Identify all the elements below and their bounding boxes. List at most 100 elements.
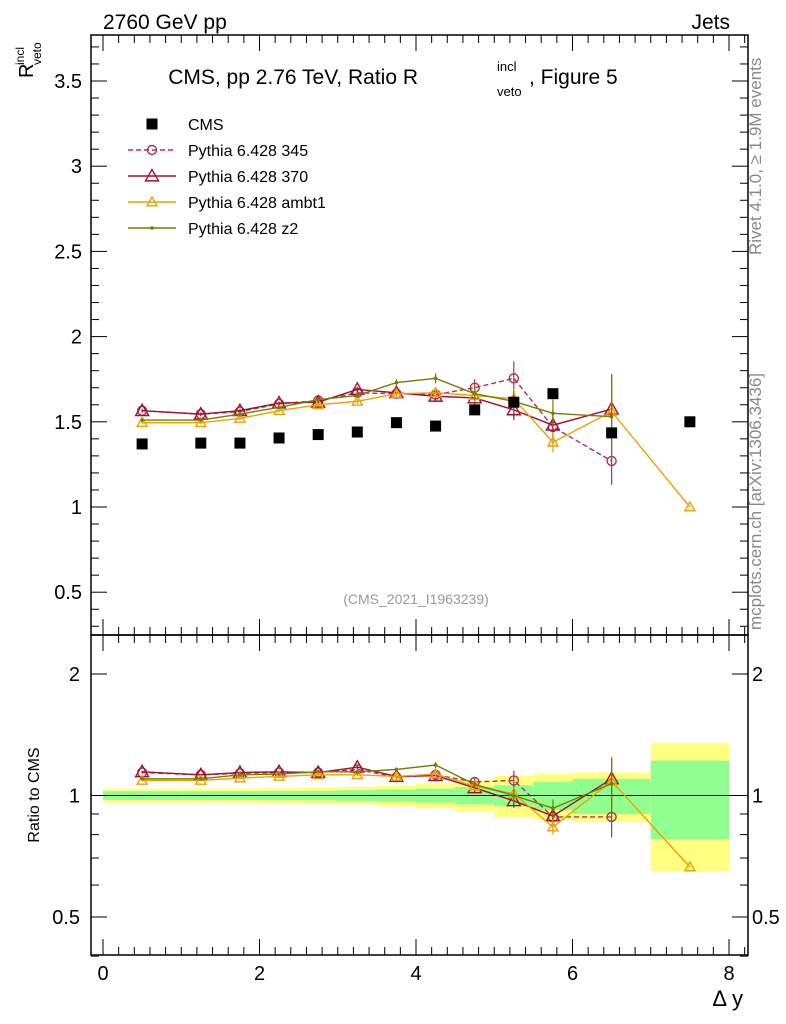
ratio-point-z2	[199, 776, 203, 781]
series-cms	[136, 388, 696, 450]
ratio-y-tick-label: 0.5	[52, 907, 80, 929]
ratio-point-ambt1	[233, 771, 247, 783]
y-axis-label-main: R incl veto	[13, 42, 44, 78]
data-point-p370	[427, 388, 444, 402]
legend-label: Pythia 6.428 ambt1	[188, 195, 326, 212]
data-point-p370	[545, 417, 561, 431]
ratio-point-ambt1	[683, 860, 697, 872]
legend-label: Pythia 6.428 z2	[188, 221, 298, 238]
mcplots-label: mcplots.cern.ch [arXiv:1306.3436]	[746, 373, 765, 630]
ratio-line-p370	[142, 766, 612, 817]
ratio-point-ambt1	[135, 773, 149, 785]
header-left: 2760 GeV pp	[103, 11, 227, 34]
data-point-ambt1	[135, 416, 149, 428]
ratio-y-tick-label: 2	[69, 664, 80, 686]
data-point-cms	[547, 388, 559, 400]
legend-label: Pythia 6.428 370	[188, 169, 308, 186]
title-main: CMS, pp 2.76 TeV, Ratio R	[168, 66, 418, 89]
ratio-point-ambt1	[351, 768, 364, 780]
data-point-ambt1	[272, 404, 286, 416]
ratio-point-z2	[609, 781, 614, 786]
data-point-ambt1	[683, 500, 697, 512]
title-sub: veto	[497, 84, 522, 99]
data-point-cms	[273, 432, 285, 444]
title-sup: incl	[497, 59, 517, 74]
data-point-p370	[134, 402, 150, 417]
data-point-p345	[508, 373, 520, 384]
ratio-point-z2	[238, 773, 242, 777]
legend: CMS Pythia 6.428 345 Pythia 6.428 370 Pythi…	[128, 117, 326, 238]
series-line-p370	[142, 388, 612, 426]
ylabel-sub: veto	[30, 42, 44, 65]
x-tick-label: 6	[567, 963, 578, 985]
rivet-label: Rivet 4.1.0, ≥ 1.9M events	[746, 58, 765, 255]
ratio-point-ambt1	[194, 773, 208, 785]
ratio-point-z2	[355, 769, 360, 774]
watermark: (CMS_2021_I1963239)	[343, 591, 489, 607]
data-point-z2	[433, 376, 438, 381]
series-line-z2	[142, 377, 612, 421]
series-line-p345	[142, 377, 612, 462]
ratio-point-ambt1	[546, 820, 560, 832]
series-ambt1	[135, 377, 697, 872]
ratio-point-ambt1	[429, 767, 442, 779]
main-y-tick-label: 0.5	[54, 582, 82, 604]
main-y-tick-label: 3	[71, 156, 82, 178]
ylabel-sup: incl	[13, 47, 27, 65]
data-point-cms	[390, 417, 402, 429]
legend-label: CMS	[188, 117, 224, 134]
data-point-cms	[351, 426, 363, 438]
data-point-p370	[506, 401, 522, 416]
data-point-ambt1	[194, 416, 208, 428]
data-point-cms	[469, 404, 481, 416]
data-point-z2	[394, 380, 399, 385]
data-point-z2	[140, 418, 144, 422]
x-axis-label: Δ y	[712, 986, 743, 1011]
ratio-y-tick-label-right: 2	[752, 664, 763, 686]
ratio-y-tick-label: 1	[69, 786, 80, 808]
data-point-cms	[195, 437, 207, 449]
ratio-y-label: Ratio to CMS	[26, 747, 43, 842]
data-point-z2	[551, 411, 555, 416]
data-point-p370	[310, 394, 326, 408]
ratio-point-p345	[508, 775, 520, 786]
data-point-z2	[199, 418, 203, 422]
data-point-z2	[355, 393, 360, 398]
data-point-ambt1	[311, 398, 325, 410]
ratio-point-z2	[316, 769, 320, 774]
legend-entry: Pythia 6.428 370	[128, 168, 308, 186]
data-point-cms	[136, 438, 148, 450]
main-title: CMS, pp 2.76 TeV, Ratio R incl veto , Fi…	[168, 59, 618, 99]
series-z2	[140, 373, 614, 818]
axes: 0.5 1 1.5 2 2.5 3 3.5 0.5 0.5 1 1 2 2 0 2 4 6 8	[52, 34, 780, 985]
header-right: Jets	[691, 11, 730, 34]
data-point-cms	[234, 437, 246, 449]
ratio-point-z2	[394, 767, 399, 772]
ratio-point-z2	[472, 782, 477, 787]
ratio-point-ambt1	[272, 770, 286, 781]
legend-marker	[150, 226, 154, 230]
data-point-cms	[430, 420, 442, 432]
ratio-line-z2	[142, 764, 612, 809]
data-point-cms	[312, 429, 324, 441]
data-point-z2	[609, 414, 614, 419]
data-point-cms	[508, 396, 520, 408]
data-point-z2	[238, 412, 242, 416]
ratio-point-z2	[277, 772, 281, 776]
data-point-z2	[316, 397, 320, 402]
ratio-y-tick-label-right: 0.5	[752, 907, 780, 929]
title-suffix: , Figure 5	[529, 66, 618, 89]
data-point-ambt1	[390, 387, 403, 399]
legend-entry: CMS	[146, 117, 224, 134]
legend-entry: Pythia 6.428 z2	[128, 221, 298, 238]
data-point-z2	[472, 391, 477, 396]
x-tick-label: 8	[723, 963, 734, 985]
ratio-point-ambt1	[390, 770, 403, 781]
ratio-point-z2	[551, 806, 555, 811]
ylabel-main: R	[16, 64, 38, 78]
main-y-tick-label: 1.5	[54, 412, 82, 434]
legend-marker	[146, 144, 158, 156]
data-point-z2	[277, 405, 281, 410]
x-tick-label: 0	[97, 963, 108, 985]
